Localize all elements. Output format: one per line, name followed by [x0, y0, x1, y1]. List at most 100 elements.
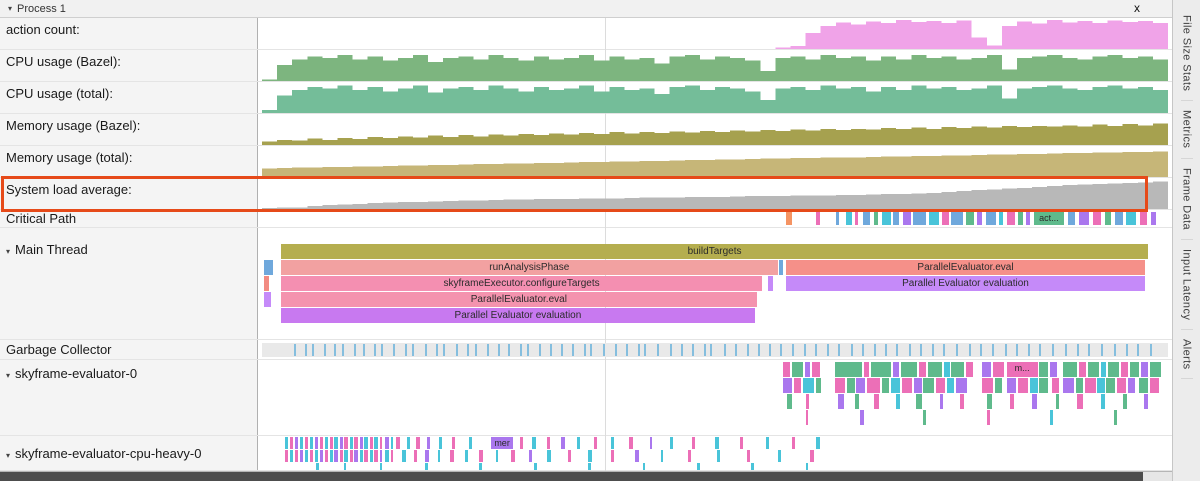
gc-event-tick[interactable] [560, 344, 563, 356]
gc-event-tick[interactable] [425, 344, 428, 356]
trace-slice[interactable] [870, 362, 891, 377]
trace-slice[interactable] [846, 212, 852, 225]
trace-slice[interactable] [349, 450, 353, 462]
trace-slice[interactable] [856, 378, 866, 393]
trace-slice[interactable] [715, 437, 719, 449]
trace-slice[interactable] [669, 437, 674, 449]
cpu-usage-bazel-chart[interactable] [262, 52, 1168, 81]
tab-metrics[interactable]: Metrics [1180, 101, 1193, 159]
gc-event-tick[interactable] [626, 344, 629, 356]
gc-event-tick[interactable] [780, 344, 783, 356]
trace-slice[interactable] [1006, 212, 1015, 225]
gc-event-tick[interactable] [710, 344, 713, 356]
trace-slice[interactable] [329, 437, 333, 449]
trace-slice[interactable] [1104, 212, 1111, 225]
trace-slice[interactable] [779, 260, 783, 275]
gc-event-tick[interactable] [769, 344, 772, 356]
trace-slice[interactable] [1079, 362, 1087, 377]
slice-m-[interactable]: m... [1006, 362, 1038, 377]
trace-slice[interactable] [294, 450, 299, 462]
trace-slice[interactable] [896, 394, 900, 409]
memory-usage-total-chart-area[interactable] [258, 146, 1172, 177]
trace-slice[interactable] [1030, 378, 1038, 393]
trace-slice[interactable] [314, 450, 319, 462]
slice-skyframeexecutor-configuretargets[interactable]: skyframeExecutor.configureTargets [281, 276, 763, 291]
trace-slice[interactable] [390, 437, 394, 449]
trace-slice[interactable] [464, 450, 468, 462]
gc-event-tick[interactable] [486, 344, 489, 356]
trace-slice[interactable] [314, 437, 319, 449]
trace-slice[interactable] [319, 450, 323, 462]
trace-slice[interactable] [918, 362, 927, 377]
gc-event-tick[interactable] [571, 344, 574, 356]
trace-slice[interactable] [359, 437, 363, 449]
trace-slice[interactable] [836, 212, 840, 225]
gc-event-tick[interactable] [1015, 344, 1018, 356]
gc-event-tick[interactable] [435, 344, 438, 356]
trace-slice[interactable] [547, 450, 551, 462]
trace-slice[interactable] [986, 410, 991, 425]
trace-slice[interactable] [354, 437, 359, 449]
trace-slice[interactable] [263, 292, 272, 307]
gc-event-tick[interactable] [1149, 344, 1152, 356]
skyframe-evaluator-0-expand-icon[interactable]: ▾ [6, 371, 11, 380]
trace-slice[interactable] [1100, 394, 1105, 409]
system-load-average-chart-area[interactable] [258, 178, 1172, 209]
gc-event-tick[interactable] [861, 344, 864, 356]
tab-frame-data[interactable]: Frame Data [1180, 159, 1193, 240]
trace-slice[interactable] [859, 410, 864, 425]
trace-slice[interactable] [767, 276, 773, 291]
trace-slice[interactable] [1079, 212, 1090, 225]
trace-slice[interactable] [425, 463, 428, 470]
trace-slice[interactable] [344, 437, 349, 449]
critical-path-chart-area[interactable]: act... [258, 210, 1172, 227]
trace-slice[interactable] [1075, 378, 1083, 393]
gc-event-tick[interactable] [979, 344, 982, 356]
trace-slice[interactable] [855, 394, 860, 409]
gc-event-tick[interactable] [838, 344, 841, 356]
trace-slice[interactable] [529, 450, 532, 462]
gc-event-tick[interactable] [466, 344, 469, 356]
trace-slice[interactable] [805, 410, 809, 425]
gc-event-tick[interactable] [644, 344, 647, 356]
gc-event-tick[interactable] [734, 344, 737, 356]
gc-event-tick[interactable] [669, 344, 672, 356]
memory-usage-bazel-chart-area[interactable] [258, 114, 1172, 145]
trace-slice[interactable] [1068, 212, 1075, 225]
trace-slice[interactable] [914, 378, 922, 393]
trace-slice[interactable] [834, 362, 862, 377]
gc-event-tick[interactable] [919, 344, 922, 356]
gc-event-tick[interactable] [334, 344, 337, 356]
trace-slice[interactable] [334, 437, 339, 449]
trace-slice[interactable] [1100, 362, 1107, 377]
trace-slice[interactable] [304, 450, 309, 462]
trace-slice[interactable] [300, 437, 303, 449]
trace-slice[interactable] [893, 212, 899, 225]
trace-slice[interactable] [379, 463, 383, 470]
trace-slice[interactable] [787, 394, 792, 409]
trace-slice[interactable] [687, 450, 692, 462]
gc-event-tick[interactable] [474, 344, 477, 356]
main-thread-flame-area[interactable]: buildTargets runAnalysisPhase ParallelEva… [258, 228, 1172, 339]
trace-slice[interactable] [533, 463, 537, 470]
cpu-usage-bazel-chart-area[interactable] [258, 50, 1172, 81]
trace-slice[interactable] [985, 212, 996, 225]
trace-slice[interactable] [290, 450, 293, 462]
trace-slice[interactable] [881, 212, 891, 225]
trace-slice[interactable] [716, 450, 720, 462]
trace-slice[interactable] [867, 378, 880, 393]
gc-event-tick[interactable] [885, 344, 888, 356]
horizontal-scrollbar-track[interactable] [0, 471, 1172, 481]
trace-slice[interactable] [1006, 378, 1016, 393]
gc-event-tick[interactable] [311, 344, 314, 356]
gc-event-tick[interactable] [374, 344, 377, 356]
trace-slice[interactable] [838, 394, 844, 409]
trace-slice[interactable] [349, 437, 353, 449]
gc-event-tick[interactable] [508, 344, 511, 356]
slice-buildtargets[interactable]: buildTargets [281, 244, 1149, 259]
gc-event-tick[interactable] [873, 344, 876, 356]
gc-event-tick[interactable] [520, 344, 523, 356]
trace-slice[interactable] [1062, 378, 1074, 393]
trace-slice[interactable] [1149, 362, 1161, 377]
trace-slice[interactable] [965, 212, 975, 225]
